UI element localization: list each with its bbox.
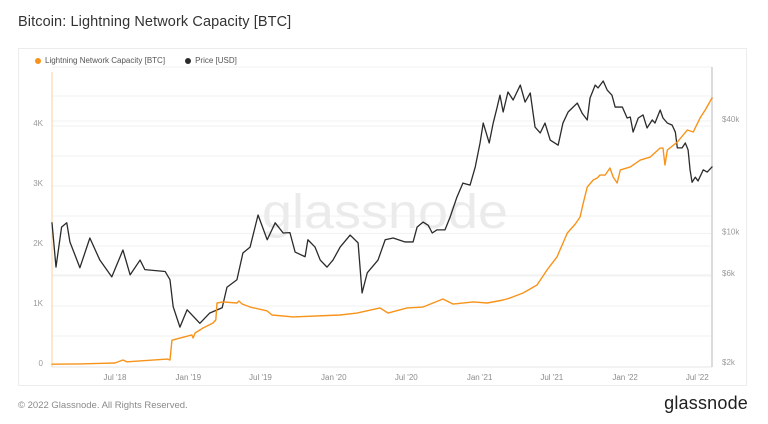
x-tick-label: Jul '21	[540, 373, 563, 382]
y-right-tick-label: $6k	[722, 269, 736, 278]
y-left-tick-label: 3K	[33, 179, 43, 188]
series-line-price	[51, 80, 713, 328]
x-tick-label: Jul '19	[249, 373, 272, 382]
x-tick-label: Jan '20	[321, 373, 347, 382]
chart-card	[18, 48, 747, 386]
y-right-tick-label: $40k	[722, 115, 740, 124]
y-right-tick-label: $2k	[722, 358, 736, 367]
legend-label-capacity: Lightning Network Capacity [BTC]	[45, 56, 166, 65]
legend-item-capacity[interactable]: Lightning Network Capacity [BTC]	[35, 56, 165, 65]
legend-dot-capacity-icon	[35, 57, 41, 64]
legend-label-price: Price [USD]	[195, 56, 237, 65]
axes	[51, 67, 713, 368]
x-tick-label: Jul '18	[104, 373, 127, 382]
series	[51, 80, 713, 365]
y-left-tick-label: 2K	[33, 239, 43, 248]
y-left-tick-label: 0	[39, 359, 44, 368]
tick-labels: 0 1K 2K 3K 4K $2k $6k $10k $40k Jul '18 Jan '19 Jul…	[33, 115, 740, 382]
x-tick-label: Jul '22	[686, 373, 709, 382]
y-right-tick-label: $10k	[722, 228, 740, 237]
legend-item-price[interactable]: Price [USD]	[185, 56, 237, 65]
legend-dot-price-icon	[185, 57, 192, 64]
gridlines	[52, 66, 712, 337]
x-tick-label: Jan '19	[176, 373, 202, 382]
watermark-logo: glassnode	[262, 186, 508, 239]
glassnode-logo: glassnode	[664, 393, 748, 413]
chart-title: Bitcoin: Lightning Network Capacity [BTC…	[18, 14, 292, 30]
series-line-capacity	[51, 97, 713, 365]
chart-legend: Lightning Network Capacity [BTC] Price […	[35, 55, 257, 66]
x-tick-label: Jul '20	[395, 373, 418, 382]
copyright-text: © 2022 Glassnode. All Rights Reserved.	[18, 400, 188, 411]
x-tick-label: Jan '21	[467, 373, 493, 382]
y-left-tick-label: 4K	[33, 119, 43, 128]
x-tick-label: Jan '22	[612, 373, 638, 382]
y-left-tick-label: 1K	[33, 299, 43, 308]
